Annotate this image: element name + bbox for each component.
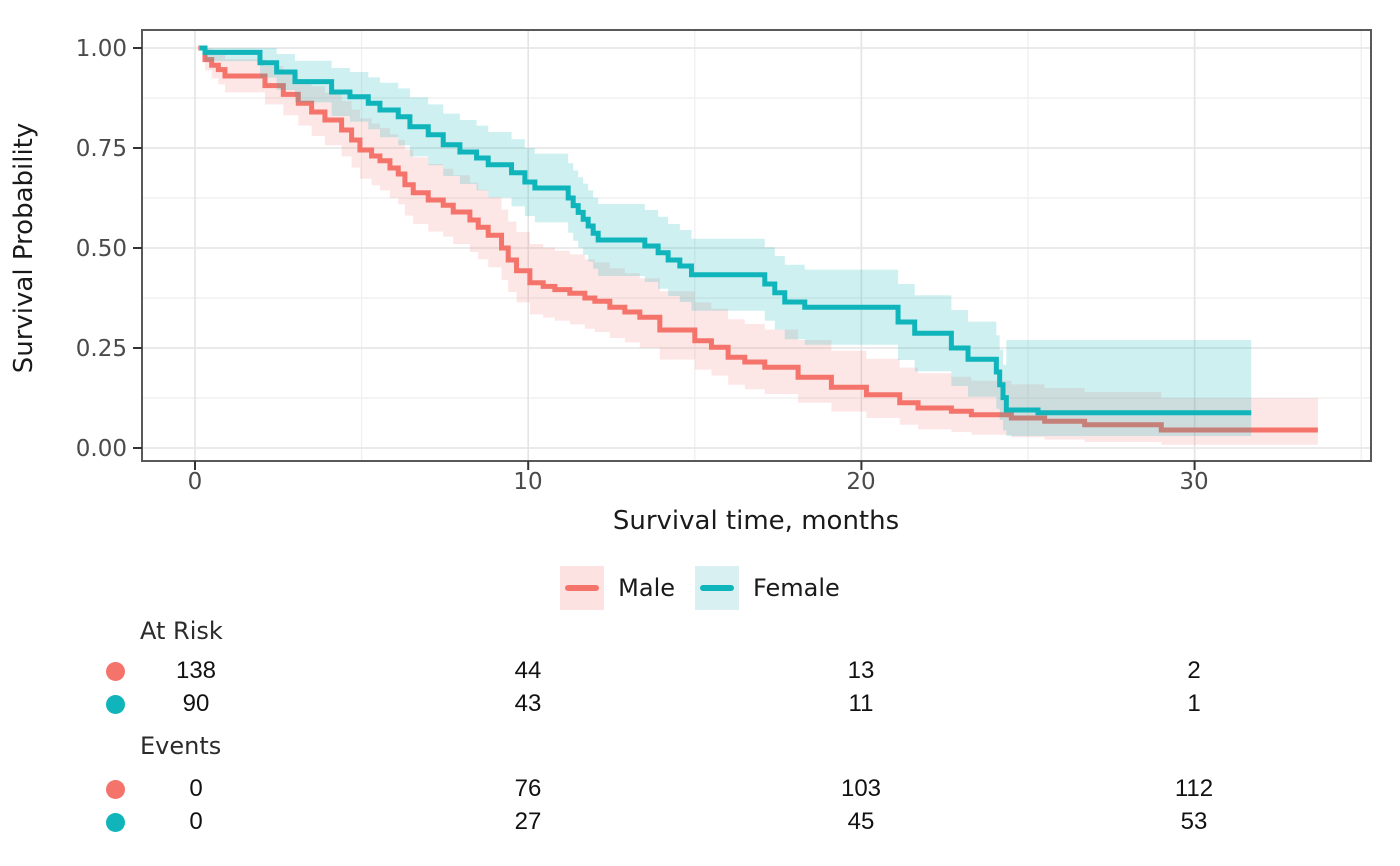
male-legend-key xyxy=(560,566,605,610)
confidence-band-female xyxy=(199,48,1252,436)
x-tick-label: 30 xyxy=(1179,469,1208,495)
at-risk-value: 138 xyxy=(175,657,217,684)
confidence-band-male xyxy=(198,48,1318,445)
at-risk-row-female: 90 43 11 1 xyxy=(0,688,1400,720)
x-tick-label: 10 xyxy=(513,469,542,495)
risk-table-section-title: At Risk xyxy=(140,617,223,645)
events-value: 45 xyxy=(847,808,875,835)
x-axis-title: Survival time, months xyxy=(613,506,899,536)
male-group-dot xyxy=(106,780,125,799)
at-risk-row-male: 138 44 13 2 xyxy=(0,655,1400,687)
legend-label: Female xyxy=(753,574,840,602)
female-group-dot xyxy=(106,695,125,714)
female-line-swatch xyxy=(700,585,735,591)
events-row-male: 0 76 103 112 xyxy=(0,773,1400,805)
at-risk-value: 13 xyxy=(847,657,875,684)
y-axis-title: Survival Probability xyxy=(9,123,39,374)
legend-label: Male xyxy=(618,574,676,602)
y-tick-label: 0.25 xyxy=(76,336,127,362)
y-tick-label: 0.00 xyxy=(76,436,127,462)
at-risk-value: 2 xyxy=(1187,657,1201,684)
events-value: 27 xyxy=(514,808,542,835)
at-risk-value: 90 xyxy=(182,690,210,717)
x-tick-label: 20 xyxy=(846,469,875,495)
y-tick-label: 1.00 xyxy=(76,36,127,62)
legend-item-male: Male xyxy=(560,566,675,610)
tick-layer xyxy=(133,47,1196,470)
events-value: 103 xyxy=(840,775,882,802)
x-axis-tick-labels: 0 10 20 30 xyxy=(188,469,1209,495)
female-group-dot xyxy=(106,813,125,832)
events-value: 112 xyxy=(1174,775,1214,802)
grid-layer xyxy=(142,30,1371,461)
risk-table-section-title: Events xyxy=(140,732,222,760)
y-tick-label: 0.75 xyxy=(76,136,127,162)
events-value: 76 xyxy=(514,775,542,802)
events-value: 0 xyxy=(189,775,203,802)
at-risk-value: 43 xyxy=(514,690,542,717)
male-line-swatch xyxy=(565,585,600,591)
at-risk-value: 11 xyxy=(848,690,874,717)
at-risk-value: 44 xyxy=(514,657,542,684)
panel-border xyxy=(141,29,1372,462)
events-row-female: 0 27 45 53 xyxy=(0,806,1400,838)
events-value: 0 xyxy=(189,808,203,835)
legend-item-female: Female xyxy=(695,566,840,610)
y-tick-label: 0.50 xyxy=(76,236,127,262)
y-axis-tick-labels: 1.00 0.75 0.50 0.25 0.00 xyxy=(76,36,127,462)
survival-curve-female xyxy=(199,45,1252,416)
male-group-dot xyxy=(106,662,125,681)
female-legend-key xyxy=(695,566,740,610)
events-value: 53 xyxy=(1180,808,1208,835)
legend: Male Female xyxy=(0,566,1400,610)
series-layer xyxy=(198,45,1318,445)
at-risk-value: 1 xyxy=(1187,690,1201,717)
x-tick-label: 0 xyxy=(188,469,203,495)
survival-curve-male xyxy=(198,45,1318,433)
survival-plot: 1.00 0.75 0.50 0.25 0.00 0 10 20 30 Surv… xyxy=(9,29,1372,536)
